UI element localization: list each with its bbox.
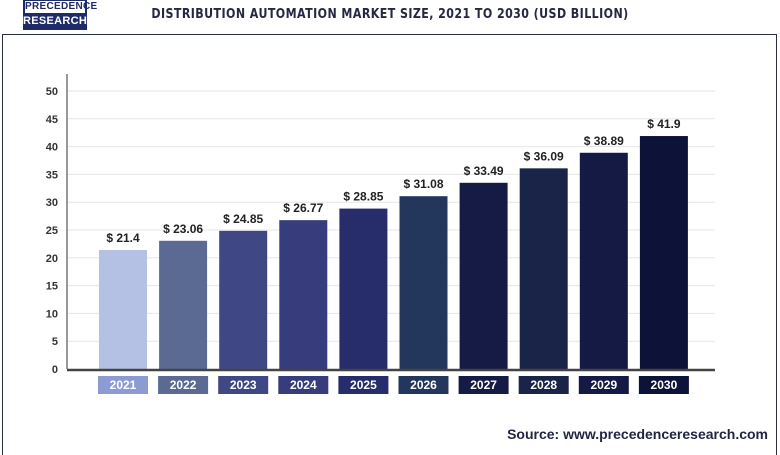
x-label-box — [278, 376, 329, 394]
bar — [639, 136, 688, 369]
bar — [519, 168, 568, 369]
logo-bottom-text: RESEARCH — [23, 15, 88, 27]
x-tick-label: 2028 — [530, 378, 557, 392]
bar — [459, 182, 508, 369]
x-tick-label: 2025 — [350, 378, 377, 392]
x-tick-label: 2030 — [651, 378, 678, 392]
x-label-box — [458, 376, 509, 394]
chart-frame — [2, 34, 777, 455]
data-label: $ 33.49 — [464, 164, 504, 178]
data-label: $ 24.85 — [223, 212, 263, 226]
x-tick-label: 2026 — [410, 378, 437, 392]
bar — [99, 250, 147, 369]
bar — [219, 230, 268, 369]
x-label-box — [518, 376, 569, 394]
y-tick-label: 15 — [46, 281, 58, 293]
y-tick-label: 10 — [46, 308, 58, 320]
data-label: $ 21.4 — [106, 231, 140, 245]
y-tick-label: 25 — [46, 225, 58, 237]
x-label-box — [638, 376, 689, 394]
y-tick-label: 35 — [46, 169, 58, 181]
bar — [579, 152, 628, 369]
page-title: DISTRIBUTION AUTOMATION MARKET SIZE, 202… — [151, 7, 629, 22]
y-tick-label: 45 — [46, 114, 58, 126]
data-label: $ 23.06 — [163, 222, 203, 236]
data-label: $ 31.08 — [403, 177, 443, 191]
x-tick-label: 2027 — [470, 378, 497, 392]
y-tick-label: 20 — [46, 253, 58, 265]
bar — [339, 208, 388, 369]
bar — [159, 240, 208, 369]
x-tick-label: 2029 — [590, 378, 617, 392]
x-label-box — [578, 376, 629, 394]
data-label: $ 41.9 — [647, 117, 681, 131]
x-label-box — [218, 376, 269, 394]
x-tick-label: 2022 — [170, 378, 197, 392]
logo: PRECEDENCE RESEARCH — [23, 0, 98, 30]
data-label: $ 38.89 — [584, 134, 624, 148]
y-tick-label: 5 — [52, 336, 58, 348]
logo-top-text: PRECEDENCE — [25, 1, 98, 13]
x-label-box — [338, 376, 389, 394]
x-tick-label: 2023 — [230, 378, 257, 392]
y-tick-label: 0 — [52, 364, 58, 376]
data-label: $ 28.85 — [343, 190, 383, 204]
bar — [279, 220, 328, 369]
x-label-box — [98, 376, 148, 394]
x-tick-label: 2021 — [110, 378, 137, 392]
x-tick-label: 2024 — [290, 378, 317, 392]
data-label: $ 36.09 — [524, 149, 564, 163]
header: PRECEDENCE RESEARCH DISTRIBUTION AUTOMATI… — [0, 0, 780, 34]
x-label-box — [158, 376, 209, 394]
y-tick-label: 30 — [46, 197, 58, 209]
y-tick-label: 40 — [46, 142, 58, 154]
data-label: $ 26.77 — [283, 201, 323, 215]
x-label-box — [398, 376, 449, 394]
bar — [399, 196, 448, 369]
source-text: Source: www.precedenceresearch.com — [507, 426, 768, 442]
y-tick-label: 50 — [46, 86, 58, 98]
